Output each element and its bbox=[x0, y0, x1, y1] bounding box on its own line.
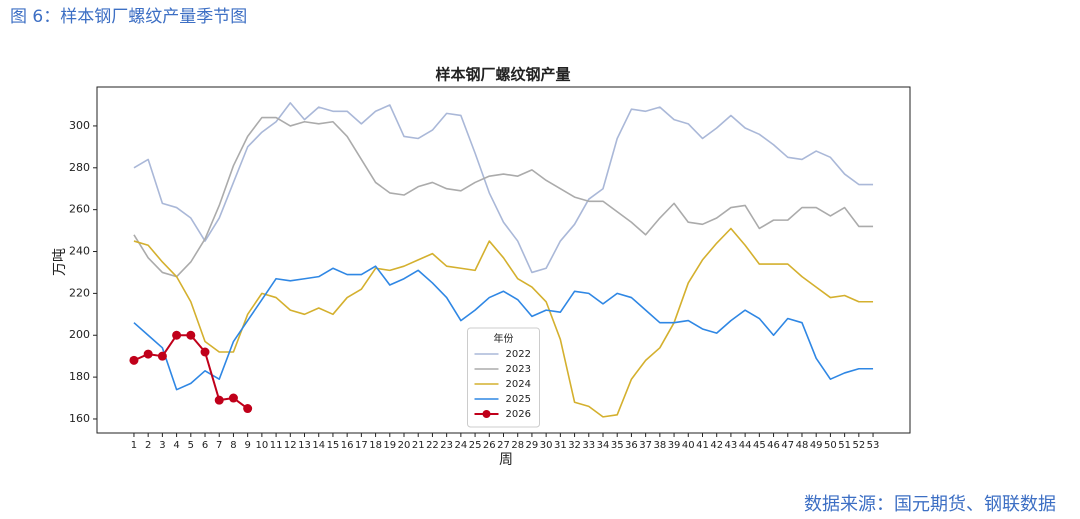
source-note: 数据来源：国元期货、钢联数据 bbox=[804, 494, 1056, 515]
x-tick-label: 10 bbox=[256, 440, 269, 451]
legend-label: 2025 bbox=[506, 394, 531, 405]
y-tick-label: 260 bbox=[69, 203, 90, 216]
series-marker bbox=[172, 330, 182, 340]
x-tick-label: 28 bbox=[511, 440, 524, 451]
x-tick-label: 18 bbox=[369, 440, 382, 451]
x-tick-label: 21 bbox=[412, 440, 425, 451]
x-tick-label: 9 bbox=[244, 440, 250, 451]
x-tick-label: 47 bbox=[781, 440, 794, 451]
x-tick-label: 41 bbox=[696, 440, 709, 451]
series-line bbox=[133, 265, 874, 391]
series-marker bbox=[157, 351, 167, 361]
x-tick-label: 27 bbox=[497, 440, 510, 451]
legend-label: 2024 bbox=[506, 379, 531, 390]
y-tick-label: 220 bbox=[69, 286, 90, 299]
legend-marker bbox=[482, 410, 491, 418]
x-tick-label: 5 bbox=[188, 440, 194, 451]
x-tick-label: 26 bbox=[483, 440, 496, 451]
x-tick-label: 29 bbox=[526, 440, 539, 451]
series-line bbox=[133, 227, 874, 418]
x-tick-label: 13 bbox=[298, 440, 311, 451]
series-line bbox=[133, 116, 874, 278]
y-axis-label: 万吨 bbox=[52, 248, 68, 276]
x-tick-label: 20 bbox=[398, 440, 411, 451]
x-tick-label: 16 bbox=[341, 440, 354, 451]
x-tick-label: 34 bbox=[597, 440, 610, 451]
y-tick-label: 280 bbox=[69, 161, 90, 174]
legend-title: 年份 bbox=[494, 332, 514, 345]
x-tick-label: 4 bbox=[173, 440, 179, 451]
x-tick-label: 49 bbox=[810, 440, 823, 451]
x-tick-label: 31 bbox=[554, 440, 567, 451]
x-tick-label: 32 bbox=[568, 440, 581, 451]
x-tick-label: 6 bbox=[202, 440, 208, 451]
x-tick-label: 39 bbox=[668, 440, 681, 451]
x-tick-label: 53 bbox=[867, 440, 880, 451]
x-tick-label: 43 bbox=[725, 440, 738, 451]
x-tick-label: 42 bbox=[710, 440, 723, 451]
x-tick-label: 50 bbox=[824, 440, 837, 451]
x-tick-label: 48 bbox=[796, 440, 809, 451]
legend-box bbox=[467, 327, 540, 428]
x-tick-label: 40 bbox=[682, 440, 695, 451]
x-tick-label: 7 bbox=[216, 440, 222, 451]
x-tick-label: 23 bbox=[440, 440, 453, 451]
series-line bbox=[133, 102, 874, 274]
x-tick-label: 17 bbox=[355, 440, 368, 451]
y-tick-label: 300 bbox=[69, 119, 90, 132]
x-axis-label: 周 bbox=[499, 452, 513, 468]
x-tick-label: 3 bbox=[159, 440, 165, 451]
series-marker bbox=[228, 393, 238, 403]
x-tick-label: 51 bbox=[838, 440, 851, 451]
y-tick-label: 180 bbox=[69, 370, 90, 383]
x-tick-label: 37 bbox=[639, 440, 652, 451]
legend-label: 2022 bbox=[506, 349, 531, 360]
x-tick-label: 44 bbox=[739, 440, 752, 451]
series-marker bbox=[214, 395, 224, 405]
x-tick-label: 52 bbox=[852, 440, 865, 451]
chart-title: 样本钢厂螺纹钢产量 bbox=[435, 66, 570, 84]
series-marker bbox=[200, 347, 210, 357]
x-tick-label: 25 bbox=[469, 440, 482, 451]
series-marker bbox=[143, 349, 153, 359]
x-tick-label: 15 bbox=[327, 440, 340, 451]
figure-caption: 图 6：样本钢厂螺纹产量季节图 bbox=[10, 7, 248, 27]
series-marker bbox=[129, 355, 139, 365]
x-tick-label: 19 bbox=[383, 440, 396, 451]
y-tick-label: 200 bbox=[69, 328, 90, 341]
x-tick-label: 2 bbox=[145, 440, 151, 451]
x-tick-label: 11 bbox=[270, 440, 283, 451]
legend-label: 2026 bbox=[506, 409, 531, 420]
x-tick-label: 8 bbox=[230, 440, 236, 451]
x-tick-label: 36 bbox=[625, 440, 638, 451]
y-tick-label: 160 bbox=[69, 412, 90, 425]
x-tick-label: 22 bbox=[426, 440, 439, 451]
y-tick-label: 240 bbox=[69, 245, 90, 258]
series-marker bbox=[186, 330, 196, 340]
legend-label: 2023 bbox=[506, 364, 531, 375]
x-tick-label: 35 bbox=[611, 440, 624, 451]
x-tick-label: 46 bbox=[767, 440, 780, 451]
x-tick-label: 30 bbox=[540, 440, 553, 451]
x-tick-label: 33 bbox=[582, 440, 595, 451]
x-tick-label: 45 bbox=[753, 440, 766, 451]
x-tick-label: 14 bbox=[312, 440, 325, 451]
series-marker bbox=[243, 404, 253, 414]
x-tick-label: 38 bbox=[653, 440, 666, 451]
x-tick-label: 1 bbox=[131, 440, 137, 451]
x-tick-label: 24 bbox=[454, 440, 467, 451]
x-tick-label: 12 bbox=[284, 440, 297, 451]
legend: 年份 2022 2023 2024 2025 2026 bbox=[467, 327, 540, 428]
